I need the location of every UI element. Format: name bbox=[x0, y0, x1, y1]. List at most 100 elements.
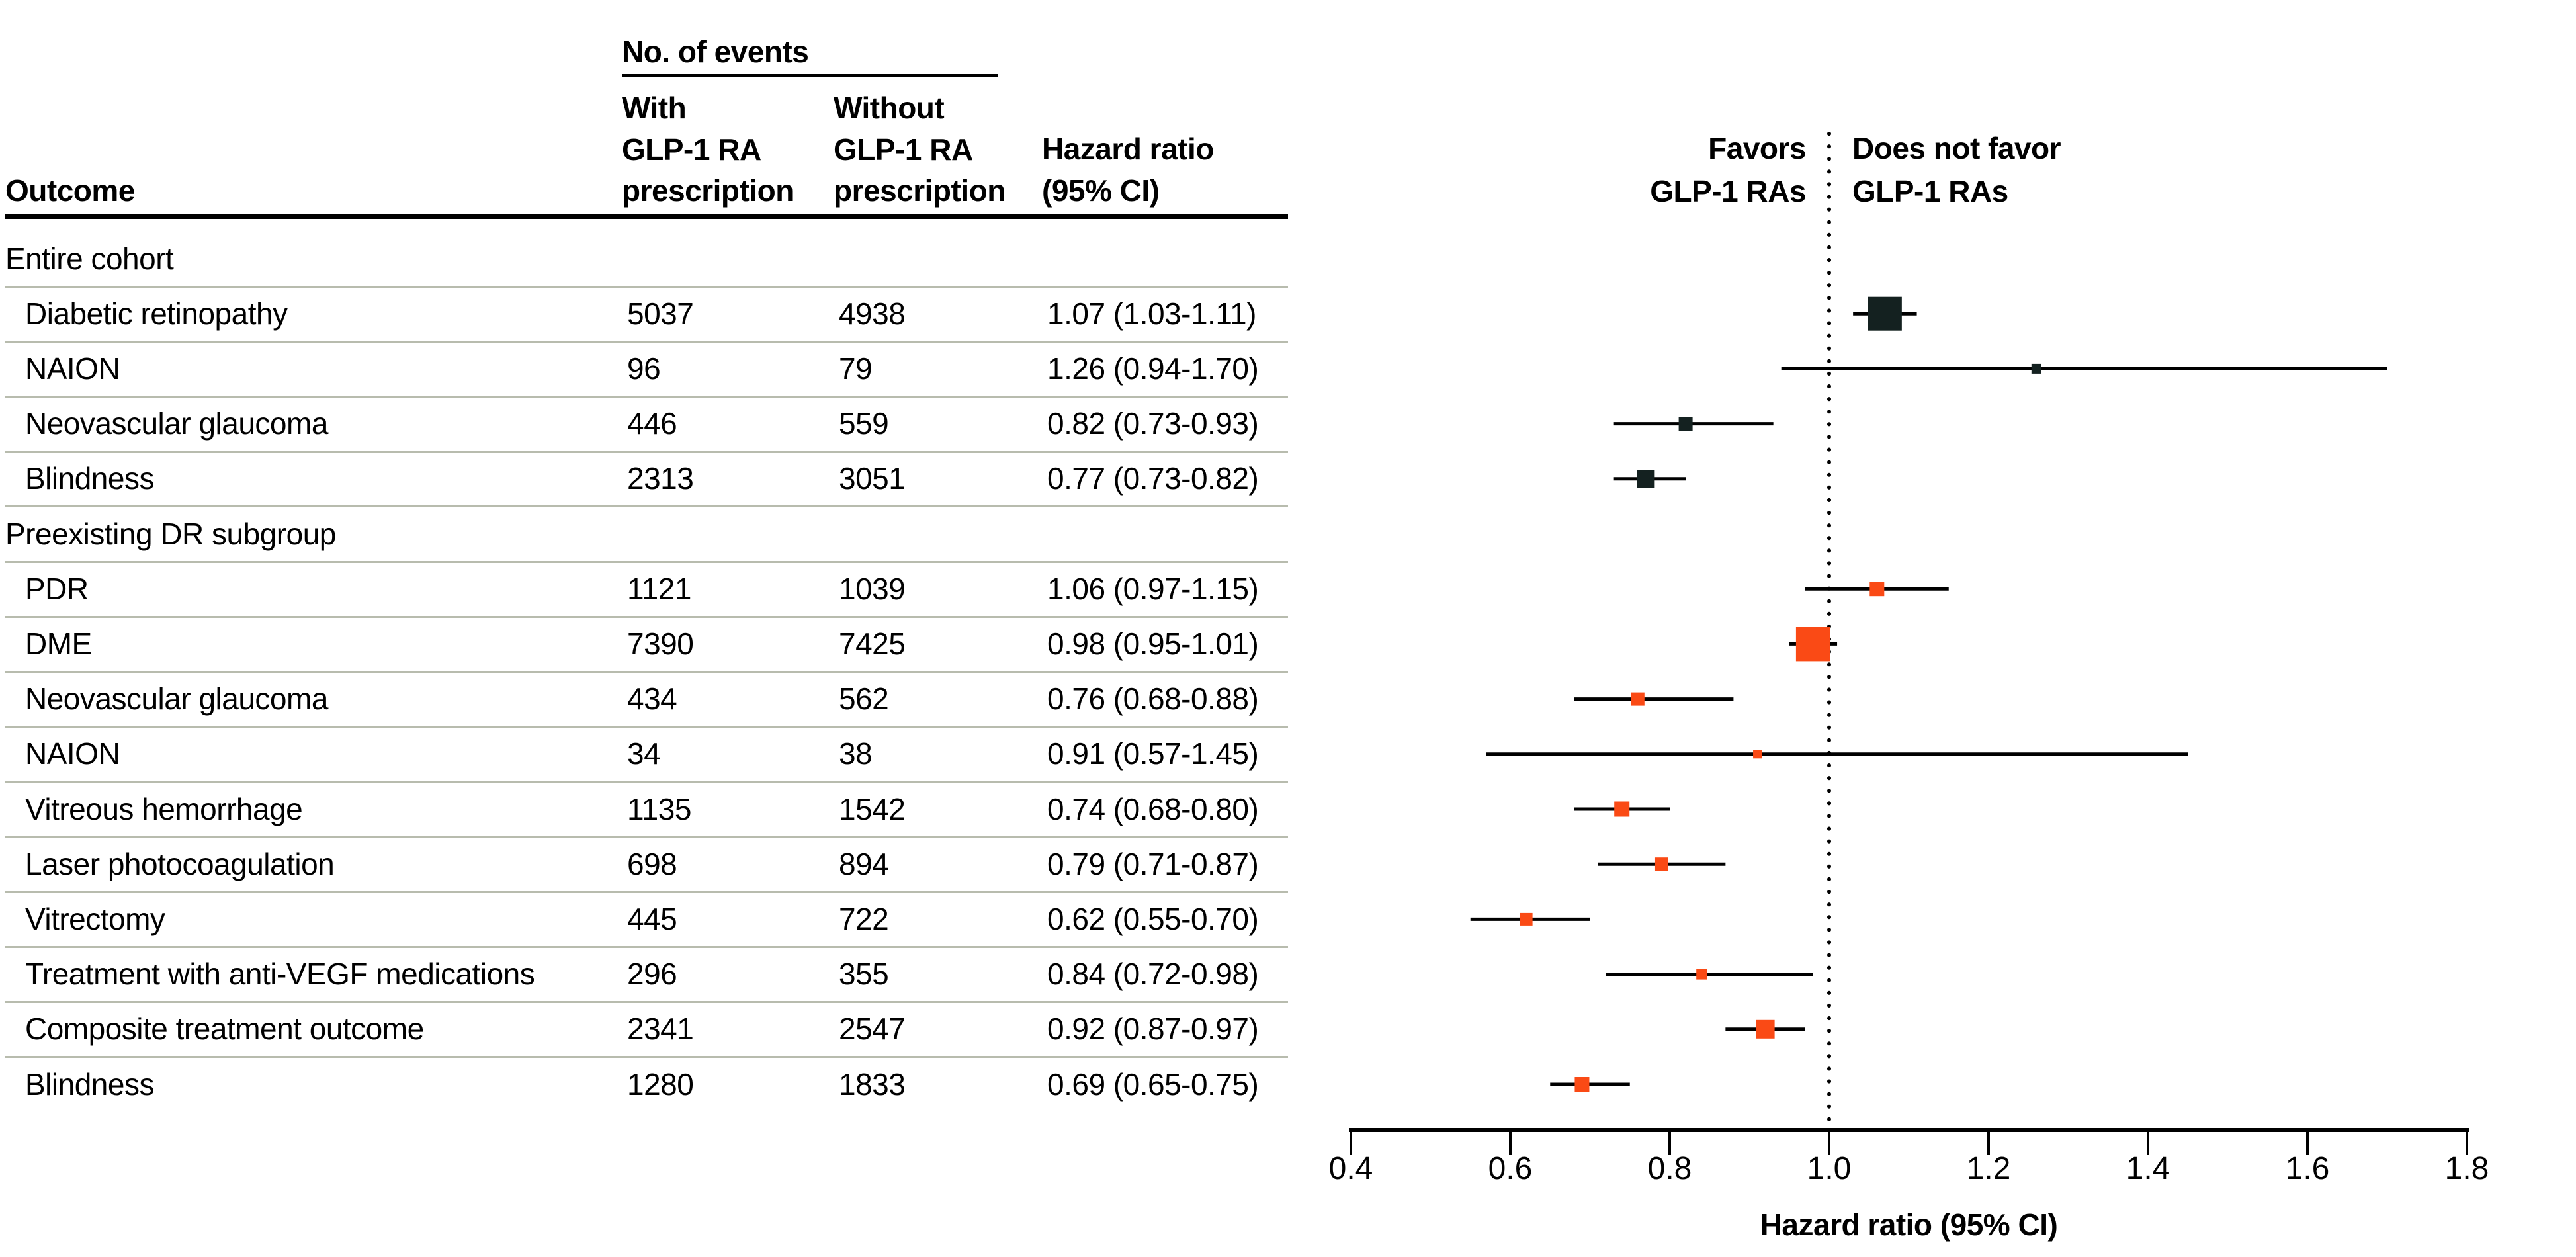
outcome-label: NAION bbox=[25, 736, 120, 771]
table-row: Blindness 1280 1833 0.69 (0.65-0.75) bbox=[5, 1057, 1288, 1112]
table-row: Neovascular glaucoma 446 559 0.82 (0.73-0.9… bbox=[5, 396, 1288, 451]
outcome-label: Blindness bbox=[25, 1066, 154, 1102]
row-separator bbox=[5, 615, 1288, 618]
hr-marker bbox=[1614, 801, 1630, 817]
events-without-value: 79 bbox=[839, 351, 873, 386]
outcome-label: Vitreous hemorrhage bbox=[25, 791, 303, 826]
hazard-ratio-value: 0.76 (0.68-0.88) bbox=[1047, 681, 1259, 716]
events-without-value: 1039 bbox=[839, 571, 906, 606]
table-row: NAION 96 79 1.26 (0.94-1.70) bbox=[5, 341, 1288, 396]
row-separator bbox=[5, 340, 1288, 343]
table-row: PDR 1121 1039 1.06 (0.97-1.15) bbox=[5, 562, 1288, 617]
table-row: Blindness 2313 3051 0.77 (0.73-0.82) bbox=[5, 451, 1288, 506]
hr-marker bbox=[1637, 470, 1655, 488]
events-without-value: 7425 bbox=[839, 626, 906, 661]
tick-label: 1.0 bbox=[1807, 1151, 1852, 1186]
x-axis-title: Hazard ratio (95% CI) bbox=[1760, 1207, 2058, 1242]
events-without-value: 1542 bbox=[839, 791, 906, 826]
events-without-value: 2547 bbox=[839, 1012, 906, 1047]
tick-label: 0.6 bbox=[1488, 1151, 1533, 1186]
hr-marker bbox=[2031, 363, 2041, 374]
row-separator bbox=[5, 836, 1288, 838]
events-with-value: 446 bbox=[627, 406, 677, 441]
row-separator bbox=[5, 890, 1288, 893]
does-not-favor-glp1-label: Does not favor GLP-1 RAs bbox=[1852, 131, 2061, 208]
hazard-ratio-value: 0.77 (0.73-0.82) bbox=[1047, 461, 1259, 496]
events-with-value: 5037 bbox=[627, 296, 694, 331]
table-row: Diabetic retinopathy 5037 4938 1.07 (1.03-1… bbox=[5, 286, 1288, 341]
hazard-ratio-value: 0.98 (0.95-1.01) bbox=[1047, 626, 1259, 661]
events-with-value: 7390 bbox=[627, 626, 694, 661]
table-row: Laser photocoagulation 698 894 0.79 (0.71-0… bbox=[5, 837, 1288, 892]
outcome-label: Treatment with anti-VEGF medications bbox=[25, 957, 535, 992]
table-row: NAION 34 38 0.91 (0.57-1.45) bbox=[5, 726, 1288, 781]
hazard-ratio-value: 0.92 (0.87-0.97) bbox=[1047, 1012, 1259, 1047]
hr-marker bbox=[1753, 750, 1762, 759]
row-separator bbox=[5, 781, 1288, 783]
table-row: DME 7390 7425 0.98 (0.95-1.01) bbox=[5, 617, 1288, 672]
events-with-value: 2313 bbox=[627, 461, 694, 496]
with-prescription-column-header: With GLP-1 RA prescription bbox=[622, 91, 794, 208]
outcome-label: Neovascular glaucoma bbox=[25, 406, 328, 441]
events-with-value: 296 bbox=[627, 957, 677, 992]
events-header-underline bbox=[622, 74, 998, 77]
group-label: Preexisting DR subgroup bbox=[5, 516, 336, 551]
outcome-label: Composite treatment outcome bbox=[25, 1012, 424, 1047]
hazard-ratio-value: 0.79 (0.71-0.87) bbox=[1047, 846, 1259, 881]
events-with-value: 1135 bbox=[627, 791, 691, 826]
events-with-value: 445 bbox=[627, 901, 677, 936]
hazard-ratio-value: 1.26 (0.94-1.70) bbox=[1047, 351, 1259, 386]
hr-marker bbox=[1520, 912, 1533, 926]
events-without-value: 38 bbox=[839, 736, 873, 771]
hr-marker bbox=[1868, 296, 1902, 331]
row-separator bbox=[5, 395, 1288, 398]
hr-marker bbox=[1756, 1019, 1775, 1039]
events-with-value: 1121 bbox=[627, 571, 691, 606]
events-without-value: 3051 bbox=[839, 461, 906, 496]
events-without-value: 559 bbox=[839, 406, 889, 441]
hazard-ratio-value: 0.62 (0.55-0.70) bbox=[1047, 901, 1259, 936]
row-separator bbox=[5, 945, 1288, 948]
table-row: Neovascular glaucoma 434 562 0.76 (0.68-0.8… bbox=[5, 672, 1288, 726]
hazard-ratio-value: 0.74 (0.68-0.80) bbox=[1047, 791, 1259, 826]
without-prescription-column-header: Without GLP-1 RA prescription bbox=[834, 91, 1006, 208]
hazard-ratio-value: 1.06 (0.97-1.15) bbox=[1047, 571, 1259, 606]
tick-label: 1.6 bbox=[2286, 1151, 2330, 1186]
table-group-header-row: Preexisting DR subgroup bbox=[5, 507, 1288, 562]
tick-label: 0.8 bbox=[1648, 1151, 1692, 1186]
favors-glp1-label: Favors GLP-1 RAs bbox=[1650, 131, 1806, 208]
outcome-label: Vitrectomy bbox=[25, 901, 165, 936]
hr-marker bbox=[1869, 582, 1885, 597]
tick-label: 0.4 bbox=[1329, 1151, 1373, 1186]
tick-label: 1.4 bbox=[2126, 1151, 2170, 1186]
outcome-label: NAION bbox=[25, 351, 120, 386]
table-header-rule bbox=[5, 214, 1288, 219]
events-without-value: 1833 bbox=[839, 1066, 906, 1102]
outcome-label: Diabetic retinopathy bbox=[25, 296, 288, 331]
row-separator bbox=[5, 451, 1288, 453]
hazard-ratio-value: 0.69 (0.65-0.75) bbox=[1047, 1066, 1259, 1102]
row-separator bbox=[5, 726, 1288, 728]
hazard-ratio-value: 0.91 (0.57-1.45) bbox=[1047, 736, 1259, 771]
events-with-value: 2341 bbox=[627, 1012, 694, 1047]
row-separator bbox=[5, 670, 1288, 673]
outcome-label: DME bbox=[25, 626, 92, 661]
row-separator bbox=[5, 560, 1288, 563]
outcome-label: PDR bbox=[25, 571, 89, 606]
table-row: Treatment with anti-VEGF medications 296 3… bbox=[5, 947, 1288, 1002]
hr-marker bbox=[1696, 969, 1707, 980]
events-with-value: 96 bbox=[627, 351, 661, 386]
hazard-ratio-value: 0.84 (0.72-0.98) bbox=[1047, 957, 1259, 992]
events-with-value: 698 bbox=[627, 846, 677, 881]
events-group-header: No. of events bbox=[622, 34, 809, 69]
hr-marker bbox=[1678, 417, 1693, 431]
hazard-ratio-column-header: Hazard ratio (95% CI) bbox=[1042, 132, 1214, 208]
events-with-value: 1280 bbox=[627, 1066, 694, 1102]
hr-marker bbox=[1654, 857, 1668, 871]
table-row: Vitreous hemorrhage 1135 1542 0.74 (0.68-0.… bbox=[5, 782, 1288, 837]
hr-marker bbox=[1631, 692, 1645, 706]
hazard-ratio-value: 0.82 (0.73-0.93) bbox=[1047, 406, 1259, 441]
hr-marker bbox=[1574, 1077, 1590, 1092]
